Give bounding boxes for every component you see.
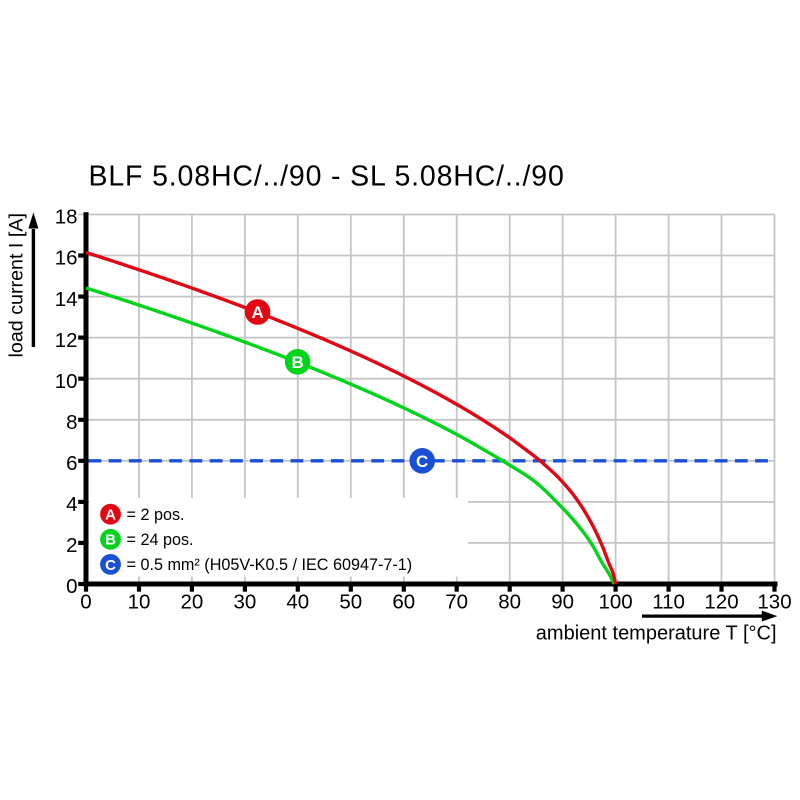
svg-text:12: 12	[55, 329, 78, 352]
svg-text:0: 0	[80, 591, 91, 614]
svg-text:= 0.5 mm² (H05V-K0.5 / IEC 609: = 0.5 mm² (H05V-K0.5 / IEC 60947-7-1)	[127, 556, 413, 574]
svg-text:100: 100	[598, 591, 632, 614]
svg-text:load current I [A]: load current I [A]	[6, 213, 28, 357]
svg-text:8: 8	[66, 411, 77, 434]
svg-text:50: 50	[339, 591, 362, 614]
svg-text:2: 2	[66, 534, 77, 557]
svg-text:20: 20	[180, 591, 203, 614]
svg-text:BLF 5.08HC/../90 - SL 5.08HC/.: BLF 5.08HC/../90 - SL 5.08HC/../90	[89, 160, 565, 192]
svg-text:A: A	[105, 507, 116, 524]
svg-text:0: 0	[66, 575, 77, 598]
svg-text:70: 70	[445, 591, 468, 614]
svg-text:16: 16	[55, 247, 78, 270]
svg-text:B: B	[291, 353, 303, 372]
svg-text:14: 14	[55, 288, 78, 311]
svg-text:6: 6	[66, 452, 77, 475]
svg-text:110: 110	[652, 591, 685, 614]
svg-text:80: 80	[498, 591, 521, 614]
svg-text:C: C	[105, 557, 116, 574]
svg-text:10: 10	[55, 370, 78, 393]
svg-text:18: 18	[55, 206, 78, 229]
svg-text:C: C	[416, 452, 428, 471]
svg-text:= 2 pos.: = 2 pos.	[127, 506, 185, 524]
svg-text:130: 130	[757, 591, 791, 614]
svg-text:4: 4	[66, 493, 77, 516]
svg-text:10: 10	[128, 591, 151, 614]
svg-text:= 24 pos.: = 24 pos.	[127, 531, 194, 549]
svg-text:90: 90	[551, 591, 574, 614]
svg-text:ambient temperature T [°C]: ambient temperature T [°C]	[536, 623, 777, 645]
svg-text:120: 120	[704, 591, 738, 614]
svg-text:40: 40	[286, 591, 309, 614]
svg-text:B: B	[105, 532, 116, 549]
svg-text:60: 60	[392, 591, 415, 614]
svg-text:30: 30	[233, 591, 256, 614]
svg-text:A: A	[251, 303, 263, 322]
